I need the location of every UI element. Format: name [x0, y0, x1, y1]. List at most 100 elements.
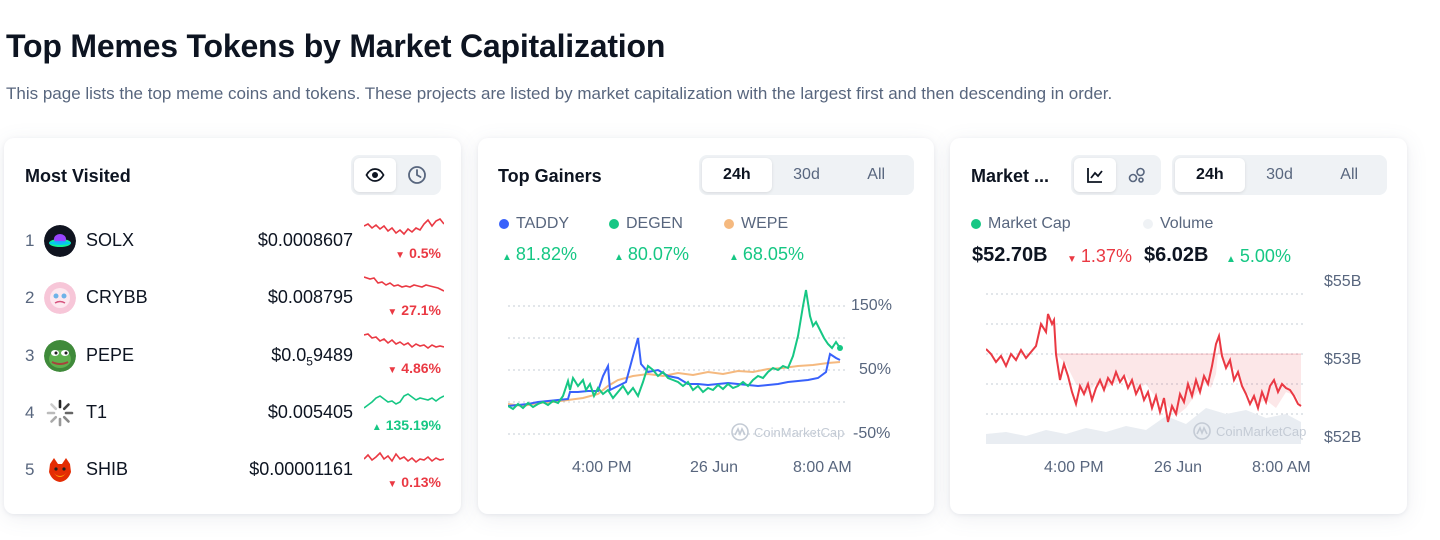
- x-tick: 26 Jun: [1154, 459, 1203, 476]
- coin-price: $0.008795: [267, 287, 353, 307]
- rank-number: 3: [25, 346, 35, 365]
- coin-name: SOLX: [86, 230, 135, 250]
- list-item[interactable]: 2 CRYBB $0.008795 ▼ 27.1%: [4, 273, 461, 323]
- x-tick: 4:00 PM: [1044, 459, 1104, 476]
- top-gainers-title: Top Gainers: [498, 166, 602, 186]
- market-cap-area: [1056, 342, 1301, 416]
- triangle-up-icon: ▲: [614, 252, 624, 263]
- coinmarketcap-watermark: CoinMarketCap: [730, 422, 844, 442]
- price-change: ▼ 4.86%: [387, 360, 441, 376]
- clock-icon: [408, 166, 426, 184]
- most-visited-title: Most Visited: [25, 166, 131, 186]
- page-description: This page lists the top meme coins and t…: [6, 84, 1113, 103]
- market-cap-line: [986, 313, 1302, 423]
- tab-24h[interactable]: 24h: [1175, 158, 1245, 192]
- y-tick: 50%: [859, 361, 892, 378]
- market-card: Market ... 24h 30d All Market Cap Volume…: [950, 138, 1407, 514]
- x-tick: 8:00 AM: [1252, 459, 1311, 476]
- market-cap-value: $52.70B: [972, 244, 1048, 266]
- volume-change: ▲ 5.00%: [1226, 246, 1291, 266]
- coin-name: T1: [86, 402, 108, 422]
- market-cap-chart: [986, 293, 1306, 444]
- clock-toggle-button[interactable]: [396, 158, 438, 192]
- rank-number: 1: [25, 231, 35, 250]
- y-tick: $52B: [1324, 429, 1362, 446]
- triangle-up-icon: ▲: [1226, 254, 1236, 265]
- page-title: Top Memes Tokens by Market Capitalizatio…: [6, 28, 666, 64]
- coin-name: PEPE: [86, 345, 135, 365]
- dot-icon: [1143, 219, 1153, 229]
- degen-series-line: [508, 289, 841, 411]
- sparkline-chart: [364, 393, 444, 409]
- pepe-logo-icon: [44, 340, 76, 372]
- triangle-up-icon: ▲: [371, 422, 382, 433]
- crybb-logo-icon: [44, 282, 76, 314]
- list-item[interactable]: 1 SOLX $0.0008607 ▼ 0.5%: [4, 216, 461, 266]
- solx-logo-icon: [44, 225, 76, 257]
- legend-volume[interactable]: Volume: [1143, 215, 1213, 233]
- coin-price: $0.059489: [271, 345, 353, 369]
- bubbles-button[interactable]: [1116, 158, 1158, 192]
- triangle-down-icon: ▼: [395, 250, 406, 261]
- t1-logo-icon: [44, 397, 76, 429]
- wepe-change: ▲ 68.05%: [729, 244, 804, 264]
- rank-number: 2: [25, 288, 35, 307]
- coin-name: SHIB: [86, 459, 129, 479]
- triangle-down-icon: ▼: [387, 307, 398, 318]
- market-title: Market ...: [971, 166, 1050, 186]
- legend-market-cap[interactable]: Market Cap: [971, 215, 1071, 233]
- line-chart-button[interactable]: [1074, 158, 1116, 192]
- cmc-logo-icon: [731, 423, 749, 441]
- y-tick: $55B: [1324, 273, 1362, 290]
- most-visited-toggle: [351, 155, 441, 195]
- volume-area: [986, 408, 1301, 444]
- triangle-up-icon: ▲: [729, 252, 739, 263]
- rank-number: 5: [25, 460, 35, 479]
- taddy-series-line: [508, 337, 841, 407]
- list-item[interactable]: 5 SHIB $0.00001161 ▼ 0.13%: [4, 445, 461, 495]
- price-change: ▼ 0.13%: [387, 474, 441, 490]
- triangle-down-icon: ▼: [1067, 254, 1077, 265]
- coin-price: $0.00001161: [249, 459, 353, 479]
- sparkline-chart: [364, 217, 444, 236]
- market-timeframe: 24h 30d All: [1172, 155, 1387, 195]
- coin-price: $0.0008607: [257, 230, 353, 250]
- x-tick: 26 Jun: [690, 459, 739, 476]
- x-tick: 8:00 AM: [793, 459, 852, 476]
- dot-icon: [609, 219, 619, 229]
- triangle-down-icon: ▼: [387, 365, 398, 376]
- tab-all[interactable]: All: [1340, 166, 1359, 183]
- top-gainers-card: Top Gainers 24h 30d All TADDY DEGEN WEPE…: [478, 138, 934, 514]
- y-tick: -50%: [853, 425, 891, 442]
- dot-icon: [971, 219, 981, 229]
- legend-taddy[interactable]: TADDY: [499, 215, 569, 233]
- tab-24h[interactable]: 24h: [702, 158, 772, 192]
- dot-icon: [499, 219, 509, 229]
- most-visited-card: Most Visited 1 SOLX $0.0008607 ▼ 0.5% 2 C…: [4, 138, 461, 514]
- coin-name: CRYBB: [86, 287, 148, 307]
- triangle-up-icon: ▲: [502, 252, 512, 263]
- degen-change: ▲ 80.07%: [614, 244, 689, 264]
- triangle-down-icon: ▼: [387, 479, 398, 490]
- degen-end-dot: [837, 345, 843, 351]
- shib-logo-icon: [44, 454, 76, 486]
- dot-icon: [724, 219, 734, 229]
- list-item[interactable]: 4 T1 $0.005405 ▲ 135.19%: [4, 388, 461, 438]
- tab-all[interactable]: All: [867, 166, 886, 183]
- volume-value: $6.02B: [1144, 244, 1209, 266]
- legend-degen[interactable]: DEGEN: [609, 215, 683, 233]
- cmc-logo-icon: [1193, 422, 1211, 440]
- y-tick: 150%: [851, 297, 892, 314]
- eye-toggle-button[interactable]: [354, 158, 396, 192]
- bubbles-icon: [1128, 167, 1145, 183]
- sparkline-chart: [364, 276, 444, 292]
- x-tick: 4:00 PM: [572, 459, 632, 476]
- tab-30d[interactable]: 30d: [793, 166, 820, 183]
- sparkline-chart: [364, 451, 444, 464]
- legend-wepe[interactable]: WEPE: [724, 215, 788, 233]
- top-gainers-chart: [508, 289, 848, 435]
- price-change: ▼ 0.5%: [395, 245, 441, 261]
- tab-30d[interactable]: 30d: [1266, 166, 1293, 183]
- list-item[interactable]: 3 PEPE $0.059489 ▼ 4.86%: [4, 331, 461, 381]
- rank-number: 4: [25, 403, 35, 422]
